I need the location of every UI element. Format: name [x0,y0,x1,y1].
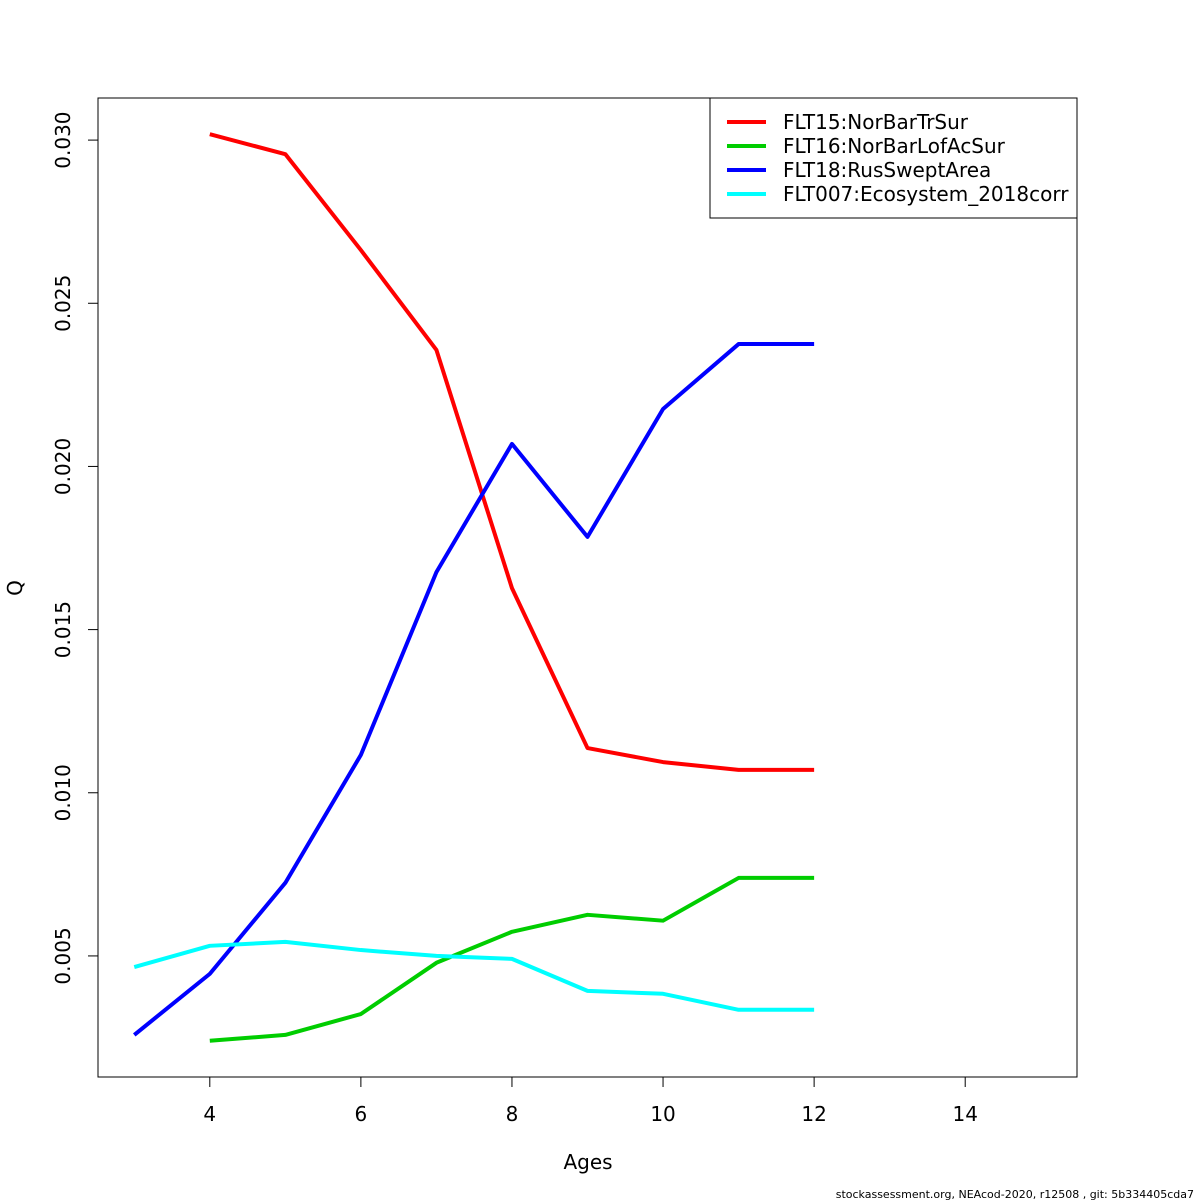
y-tick-label: 0.025 [51,275,75,332]
legend-label: FLT18:RusSweptArea [783,158,991,182]
footnote: stockassessment.org, NEAcod-2020, r12508… [836,1188,1194,1200]
y-tick-label: 0.015 [51,601,75,658]
series-line [133,939,815,1012]
plot-frame [97,97,1078,1078]
legend-label: FLT16:NorBarLofAcSur [783,134,1006,158]
legend-box [709,97,1078,219]
x-axis-label: Ages [563,1150,612,1174]
y-tick-label: 0.020 [51,438,75,495]
y-tick-label: 0.005 [51,927,75,984]
series-line [209,132,815,772]
y-tick-label: 0.010 [51,764,75,821]
x-tick-label: 8 [506,1102,519,1126]
x-tick-label: 14 [952,1102,977,1126]
series-line [133,342,815,1037]
legend-label: FLT15:NorBarTrSur [783,110,969,134]
x-tick-label: 4 [203,1102,216,1126]
y-axis-label: Q [3,580,27,596]
legend-label: FLT007:Ecosystem_2018corr [783,182,1069,206]
x-tick-label: 12 [801,1102,826,1126]
y-tick-label: 0.030 [51,111,75,168]
x-tick-label: 10 [650,1102,675,1126]
series-line [209,875,815,1043]
x-tick-label: 6 [355,1102,368,1126]
